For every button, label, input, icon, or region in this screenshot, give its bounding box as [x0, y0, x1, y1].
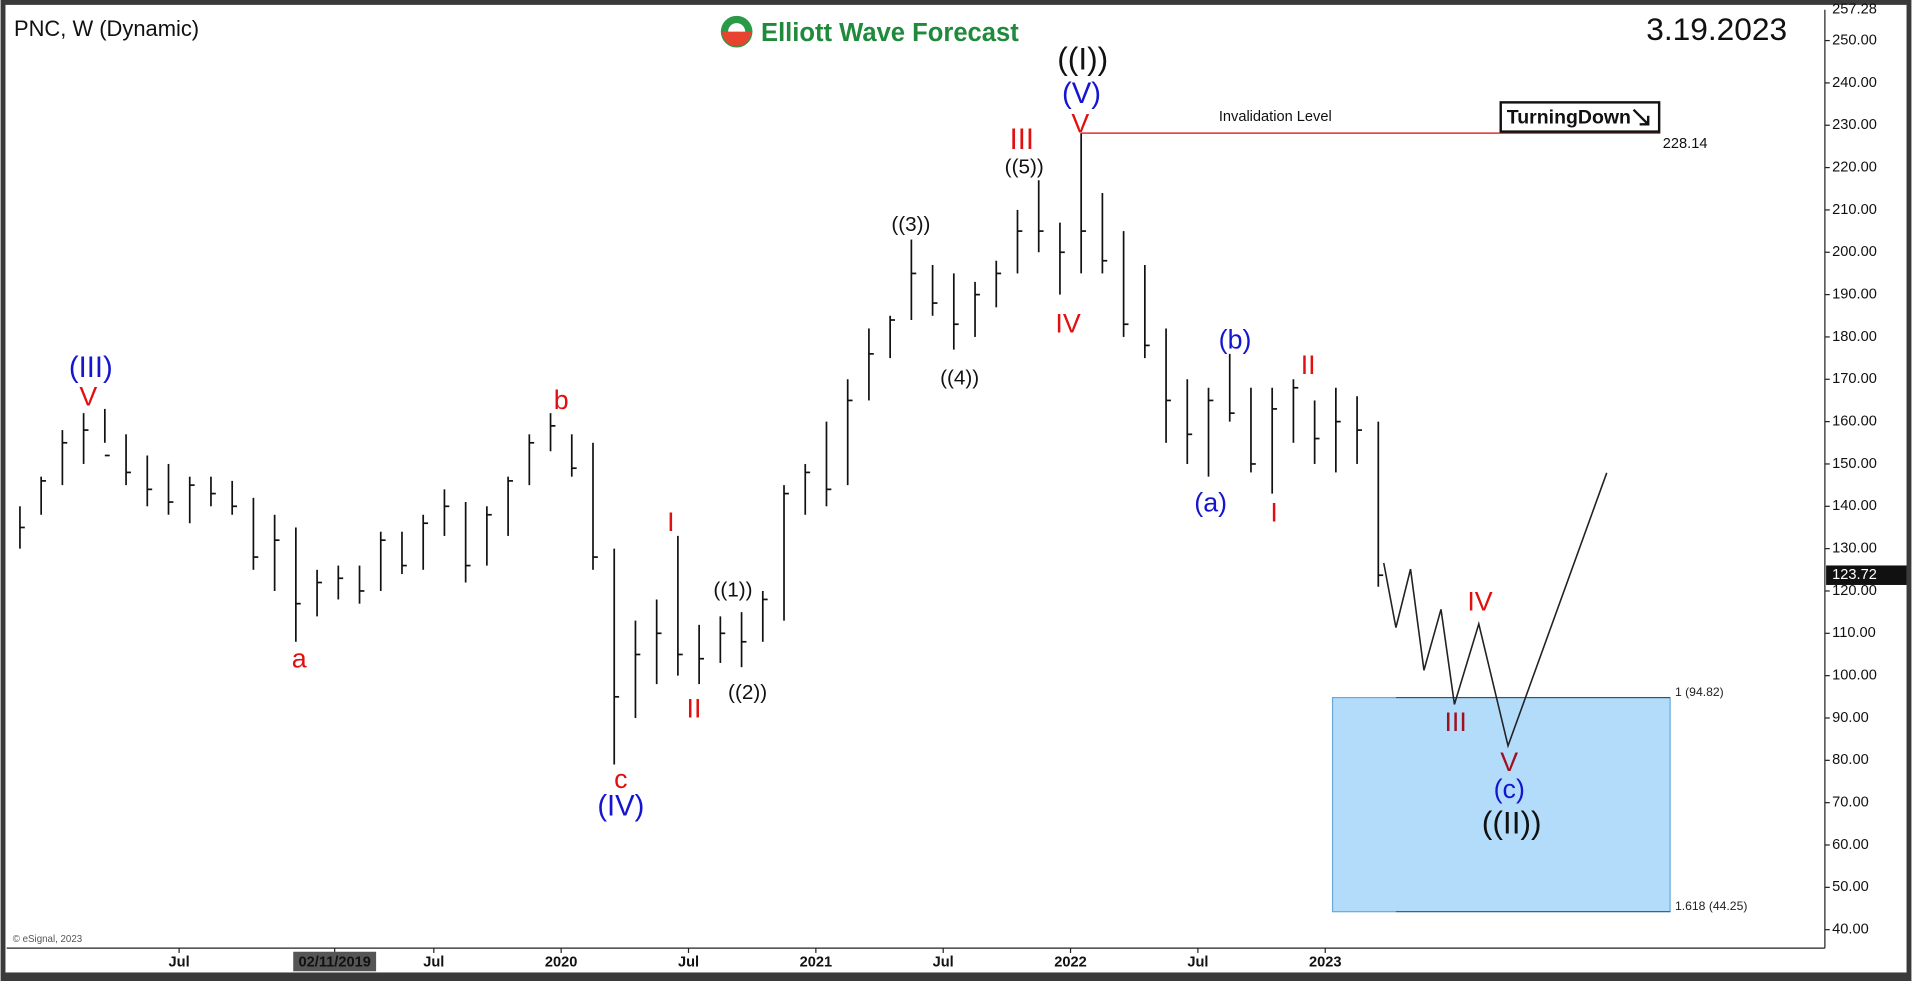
logo-icon-accent: [722, 31, 752, 47]
last-price-tag: [1826, 565, 1907, 585]
wave-label: (IV): [597, 791, 644, 823]
wave-label: (c): [1494, 774, 1525, 804]
badge-arrow: [1632, 108, 1650, 126]
y-tick-label: 250.00: [1832, 32, 1877, 48]
wave-label: ((3)): [891, 213, 930, 236]
projection-path: [1382, 472, 1608, 749]
wave-label: III: [1010, 124, 1034, 156]
y-tick-label: 140.00: [1832, 498, 1877, 514]
y-tick-label: 40.00: [1832, 922, 1869, 938]
wave-label: ((1)): [713, 579, 752, 602]
fib-label: 1 (94.82): [1675, 685, 1724, 699]
wave-label: V: [79, 382, 97, 412]
wave-label: I: [1270, 497, 1277, 527]
wave-label: V: [1071, 109, 1089, 139]
y-tick-label: 100.00: [1832, 668, 1877, 684]
x-tick-label: 2022: [1054, 955, 1087, 971]
x-tick-label: Jul: [933, 955, 954, 971]
wave-label: IV: [1467, 586, 1492, 616]
wave-label: b: [554, 385, 569, 415]
x-tick-label: Jul: [169, 955, 190, 971]
x-tick-label: Jul: [423, 955, 444, 971]
y-tick-label: 70.00: [1832, 795, 1869, 811]
x-tick-label: Jul: [678, 955, 699, 971]
invalidation-label: Invalidation Level: [1219, 109, 1332, 125]
wave-label: V: [1500, 747, 1518, 777]
y-tick-label: 180.00: [1832, 329, 1877, 345]
y-tick-label: 120.00: [1832, 583, 1877, 599]
y-tick-label: 50.00: [1832, 879, 1869, 895]
y-tick-label: 170.00: [1832, 371, 1877, 387]
y-tick-label: 110.00: [1832, 625, 1876, 641]
y-tick-label: 190.00: [1832, 286, 1877, 302]
y-top-label: 257.28: [1832, 2, 1877, 18]
y-tick-label: 200.00: [1832, 244, 1877, 260]
fib-label: 1.618 (44.25): [1675, 899, 1747, 913]
credit: © eSignal, 2023: [13, 934, 82, 945]
x-tick-label: 2020: [545, 955, 578, 971]
wave-label: I: [667, 507, 674, 537]
y-tick-label: 90.00: [1832, 710, 1869, 726]
wave-label: (b): [1219, 324, 1252, 354]
wave-label: IV: [1055, 308, 1080, 338]
wave-label: c: [614, 764, 627, 794]
target-box: [1331, 696, 1671, 913]
badge: TurningDown: [1507, 106, 1631, 128]
invalidation-value: 228.14: [1663, 136, 1708, 152]
y-tick-label: 130.00: [1832, 540, 1877, 556]
y-tick-label: 160.00: [1832, 413, 1877, 429]
brand: Elliott Wave Forecast: [761, 19, 1019, 47]
y-tick-label: 230.00: [1832, 117, 1877, 133]
wave-label: II: [687, 694, 702, 724]
y-tick-label: 210.00: [1832, 202, 1877, 218]
x-tick-label: Jul: [1187, 955, 1208, 971]
wave-label: ((5)): [1005, 156, 1044, 179]
wave-label: (V): [1062, 78, 1101, 110]
chart-date: 3.19.2023: [1646, 11, 1787, 47]
wave-label: a: [292, 644, 307, 674]
cursor-date-bg: [293, 951, 377, 972]
y-tick-label: 150.00: [1832, 456, 1877, 472]
wave-label: (III): [69, 352, 113, 384]
wave-label: ((II)): [1482, 804, 1542, 840]
wave-label: II: [1301, 350, 1316, 380]
wave-label: ((2)): [728, 681, 767, 704]
chart-title: PNC, W (Dynamic): [14, 16, 199, 41]
last-price-label: 123.72: [1832, 567, 1877, 583]
wave-label: (a): [1194, 488, 1227, 518]
y-tick-label: 240.00: [1832, 75, 1877, 91]
wave-label: ((4)): [940, 366, 979, 389]
wave-label: III: [1444, 707, 1466, 737]
x-tick-label: 2023: [1309, 955, 1342, 971]
logo: Elliott Wave Forecast: [720, 15, 1019, 48]
badge-box: [1499, 101, 1661, 133]
x-tick-label: 02/11/2019: [299, 955, 371, 971]
y-tick-label: 60.00: [1832, 837, 1869, 853]
y-tick-label: 80.00: [1832, 752, 1869, 768]
x-tick-label: 2021: [800, 955, 833, 971]
y-tick-label: 220.00: [1832, 159, 1877, 175]
marks: [19, 132, 1671, 913]
wave-label: ((I)): [1057, 40, 1108, 76]
